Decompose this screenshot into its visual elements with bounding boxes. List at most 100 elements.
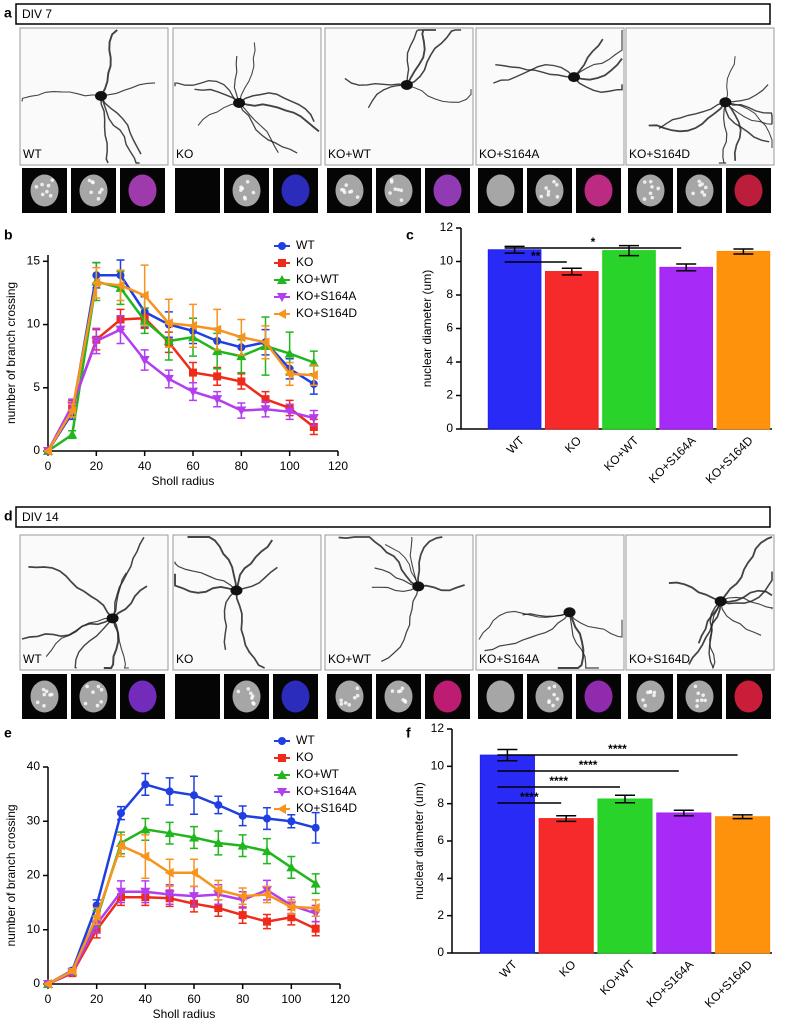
x-tick-label: 60 xyxy=(186,459,200,473)
neurite xyxy=(720,601,762,636)
legend-marker xyxy=(277,770,287,779)
neurite xyxy=(720,589,773,603)
legend-marker xyxy=(277,804,286,814)
significance-label: **** xyxy=(579,758,598,772)
y-tick-label: 0 xyxy=(33,976,40,990)
neurite xyxy=(100,95,142,155)
neuron-image xyxy=(324,27,474,166)
nucleus-speck xyxy=(348,190,352,194)
nucleus-speck xyxy=(642,180,647,184)
image-label: KO+S164A xyxy=(479,147,539,161)
nucleus-speck xyxy=(240,186,245,191)
nucleus-speck xyxy=(695,704,699,708)
marker xyxy=(212,324,222,335)
marker xyxy=(141,780,150,789)
marker xyxy=(165,787,174,796)
marker xyxy=(214,904,223,913)
neurite xyxy=(648,101,727,133)
image-label: KO+S164A xyxy=(479,652,539,666)
section-header-box xyxy=(15,506,771,528)
nucleus-speck xyxy=(389,180,394,184)
marker xyxy=(261,395,270,404)
neurite xyxy=(238,42,256,104)
marker xyxy=(309,422,318,431)
marker xyxy=(43,979,52,989)
y-tick-label: 4 xyxy=(437,871,444,885)
nucleus-speck xyxy=(700,182,704,186)
nucleus-speck xyxy=(401,698,405,702)
neurite xyxy=(374,567,419,587)
legend-marker xyxy=(278,737,286,745)
marker xyxy=(164,828,175,838)
nucleus-speck xyxy=(352,695,357,700)
neurite xyxy=(573,58,623,81)
bar xyxy=(656,812,712,954)
soma xyxy=(400,79,413,90)
panel-label: e xyxy=(4,725,12,741)
y-axis-label: nuclear diameter (um) xyxy=(420,270,434,387)
nucleus-speck xyxy=(246,687,251,691)
neurite xyxy=(111,536,145,619)
legend-marker xyxy=(277,788,287,797)
marker xyxy=(236,406,247,416)
marker xyxy=(91,277,101,288)
marker xyxy=(117,809,125,818)
nucleus xyxy=(128,174,157,207)
nucleus xyxy=(535,680,564,713)
nucleus-speck xyxy=(46,183,51,188)
neurite xyxy=(223,589,237,651)
y-axis-label: nuclear diameter (um) xyxy=(412,782,426,899)
nucleus-speck xyxy=(45,189,49,194)
neurite xyxy=(238,102,298,154)
nucleus-speck xyxy=(399,188,404,193)
error-bar xyxy=(733,248,754,255)
nucleus-speck xyxy=(42,692,47,697)
x-tick-label: 40 xyxy=(139,992,153,1006)
image-label: WT xyxy=(23,147,42,161)
marker xyxy=(311,823,320,832)
neurite xyxy=(573,30,623,78)
legend-marker xyxy=(277,275,287,284)
section-title: DIV 7 xyxy=(22,7,52,21)
bar xyxy=(659,266,714,430)
marker xyxy=(67,405,77,416)
marker xyxy=(116,887,126,897)
marker xyxy=(91,336,102,346)
nucleus xyxy=(30,680,59,713)
neurite xyxy=(238,102,320,133)
neuron-drawing xyxy=(21,29,156,164)
neurite xyxy=(103,617,120,669)
x-tick-label: 0 xyxy=(45,992,52,1006)
bar xyxy=(544,271,599,430)
legend-marker xyxy=(278,754,286,762)
neuron-image xyxy=(324,534,474,671)
neurite xyxy=(238,102,279,153)
neurite xyxy=(724,56,736,103)
neurite xyxy=(406,29,462,86)
nucleus-speck xyxy=(251,701,255,705)
marker xyxy=(213,885,223,896)
soma xyxy=(233,98,246,109)
nucleus xyxy=(281,174,310,207)
marker xyxy=(236,332,246,343)
marker xyxy=(260,405,271,415)
neurite xyxy=(725,101,773,148)
nucleus xyxy=(685,174,714,207)
y-tick-label: 30 xyxy=(27,813,41,827)
marker xyxy=(263,814,271,823)
nucleus-speck xyxy=(699,698,704,702)
marker xyxy=(311,924,320,933)
marker xyxy=(238,911,247,920)
nucleus-speck xyxy=(99,687,104,692)
neurite xyxy=(668,581,722,603)
marker xyxy=(189,867,198,878)
nucleus-speck xyxy=(546,192,551,197)
nucleus-speck xyxy=(91,180,95,185)
marker xyxy=(284,407,295,417)
nucleus-speck xyxy=(248,691,253,696)
marker xyxy=(164,890,175,900)
marker xyxy=(236,351,247,361)
y-tick-label: 5 xyxy=(33,380,40,394)
neurite xyxy=(688,601,722,665)
nucleus-speck xyxy=(236,689,241,694)
